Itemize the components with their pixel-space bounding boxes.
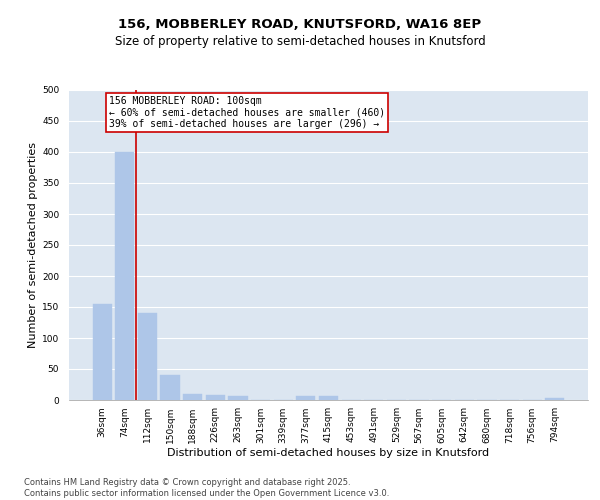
- Bar: [296, 396, 316, 400]
- Bar: [138, 313, 157, 400]
- Bar: [183, 394, 202, 400]
- Bar: [206, 395, 225, 400]
- Bar: [160, 375, 180, 400]
- Bar: [319, 396, 338, 400]
- Text: 156 MOBBERLEY ROAD: 100sqm
← 60% of semi-detached houses are smaller (460)
39% o: 156 MOBBERLEY ROAD: 100sqm ← 60% of semi…: [109, 96, 385, 130]
- Bar: [545, 398, 565, 400]
- Y-axis label: Number of semi-detached properties: Number of semi-detached properties: [28, 142, 38, 348]
- Text: Contains HM Land Registry data © Crown copyright and database right 2025.
Contai: Contains HM Land Registry data © Crown c…: [24, 478, 389, 498]
- Text: Size of property relative to semi-detached houses in Knutsford: Size of property relative to semi-detach…: [115, 35, 485, 48]
- Bar: [115, 152, 134, 400]
- Text: 156, MOBBERLEY ROAD, KNUTSFORD, WA16 8EP: 156, MOBBERLEY ROAD, KNUTSFORD, WA16 8EP: [118, 18, 482, 30]
- Bar: [229, 396, 248, 400]
- Bar: [92, 304, 112, 400]
- X-axis label: Distribution of semi-detached houses by size in Knutsford: Distribution of semi-detached houses by …: [167, 448, 490, 458]
